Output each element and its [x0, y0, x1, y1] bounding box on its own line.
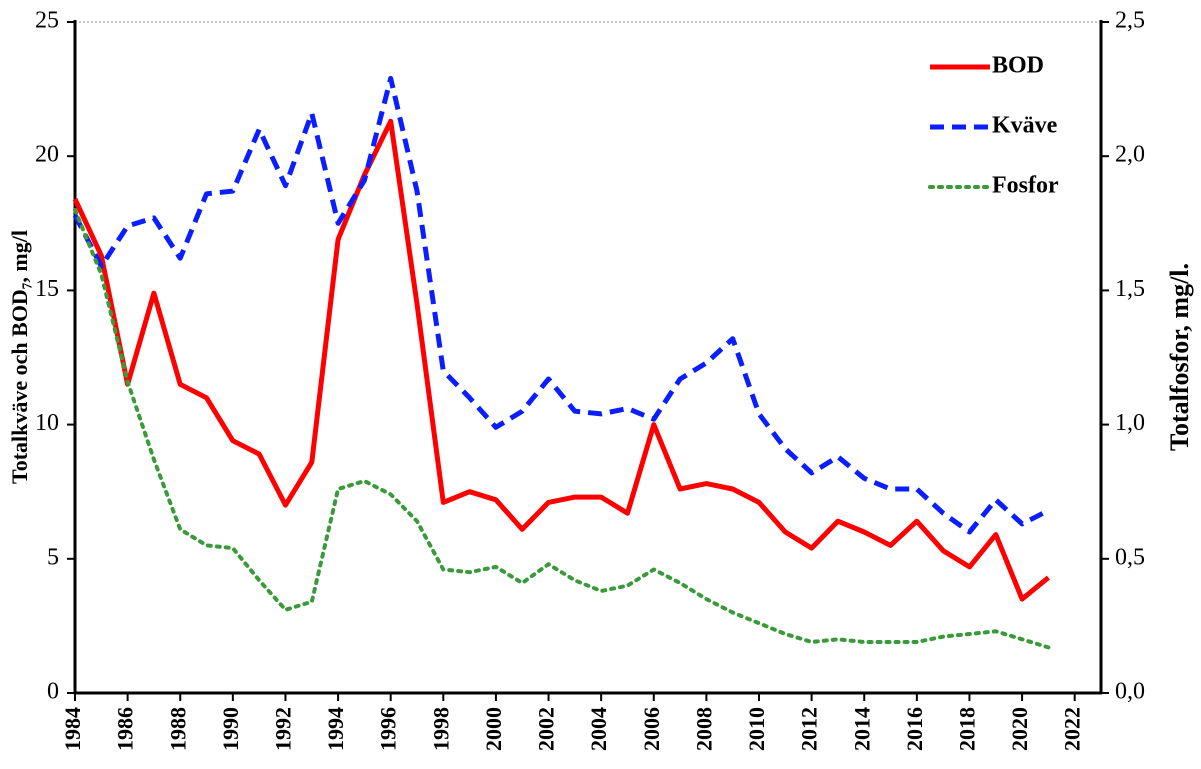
x-tick-label: 2022	[1060, 707, 1085, 751]
y-tick-label: 10	[35, 410, 59, 436]
y-tick-label: 25	[35, 8, 59, 34]
x-tick-label: 2000	[481, 707, 506, 751]
y2-tick-label: 1,5	[1115, 276, 1145, 302]
y2-tick-label: 0,5	[1115, 544, 1145, 570]
x-tick-label: 2010	[744, 707, 769, 751]
x-tick-label: 2018	[955, 707, 980, 751]
y2-axis-title: Totalfosfor, mg/l.	[1165, 263, 1194, 451]
x-tick-label: 2008	[691, 707, 716, 751]
x-tick-label: 1986	[113, 707, 138, 751]
x-tick-label: 1992	[271, 707, 296, 751]
x-tick-label: 1990	[218, 707, 243, 751]
series-line	[73, 207, 1051, 650]
x-tick-label: 2002	[534, 707, 559, 751]
y-tick-label: 15	[35, 276, 59, 302]
legend-label: Fosfor	[992, 173, 1059, 199]
y2-tick-label: 2,5	[1115, 8, 1145, 34]
legend-label: Kväve	[992, 113, 1058, 139]
y-tick-label: 0	[47, 679, 59, 705]
y-axis-title: Totalkväve och BOD₇, mg/l	[7, 230, 32, 484]
series-line	[72, 118, 1050, 602]
x-tick-label: 2016	[902, 707, 927, 751]
series-line	[72, 75, 1050, 535]
y-tick-label: 20	[35, 142, 59, 168]
y-tick-label: 5	[47, 544, 59, 570]
x-tick-label: 1984	[60, 707, 85, 751]
x-tick-label: 2006	[639, 707, 664, 751]
x-tick-label: 1994	[323, 707, 348, 751]
legend-label: BOD	[992, 53, 1044, 79]
y2-tick-label: 1,0	[1115, 410, 1145, 436]
x-tick-label: 2012	[797, 707, 822, 751]
x-tick-label: 2004	[586, 707, 611, 751]
x-tick-label: 1998	[428, 707, 453, 751]
x-tick-label: 2020	[1007, 707, 1032, 751]
y2-tick-label: 2,0	[1115, 142, 1145, 168]
x-tick-label: 2014	[849, 707, 874, 751]
x-tick-label: 1988	[165, 707, 190, 751]
x-tick-label: 1996	[376, 707, 401, 751]
y2-tick-label: 0,0	[1115, 679, 1145, 705]
